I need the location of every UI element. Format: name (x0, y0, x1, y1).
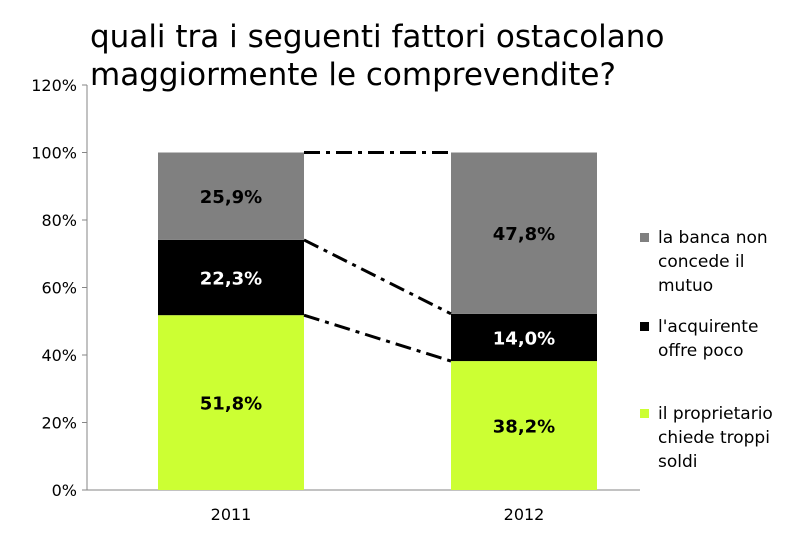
series-connector-line (303, 313, 452, 363)
data-label: 22,3% (200, 269, 262, 290)
x-tick-label: 2012 (504, 505, 545, 524)
bar-segment (158, 315, 304, 490)
y-tick-label: 120% (31, 76, 77, 95)
legend-label: soldi (658, 452, 698, 472)
y-tick-label: 0% (52, 481, 77, 500)
y-tick-label: 100% (31, 144, 77, 163)
legend-label: chiede troppi (658, 428, 770, 448)
data-label: 47,8% (493, 224, 555, 245)
data-label: 38,2% (493, 417, 555, 438)
bar-segment (158, 152, 304, 240)
legend-label: l'acquirente (658, 317, 758, 337)
data-label: 25,9% (200, 187, 262, 208)
legend-label: il proprietario (658, 404, 773, 424)
bar-segment (451, 313, 597, 362)
data-label: 51,8% (200, 394, 262, 415)
data-label: 14,0% (493, 328, 555, 349)
x-tick-label: 2011 (211, 505, 252, 524)
legend-label: mutuo (658, 276, 713, 296)
chart-title: quali tra i seguenti fattori ostacolano … (90, 19, 665, 93)
chart-connector-lines (303, 151, 452, 363)
legend-swatch (640, 409, 649, 418)
chart-bars (158, 152, 597, 490)
series-connector-line (303, 238, 452, 316)
legend-label: offre poco (658, 341, 744, 361)
bar-segment (451, 361, 597, 490)
chart-data-labels: 51,8% 22,3% 25,9% 38,2% 14,0% 47,8% (200, 187, 555, 437)
legend-swatch (640, 322, 649, 331)
chart-legend: la banca non concede il mutuo l'acquirente o… (640, 228, 773, 472)
y-tick-label: 60% (41, 279, 77, 298)
bar-segment (451, 152, 597, 314)
y-tick-label: 20% (41, 414, 77, 433)
y-tick-label: 80% (41, 211, 77, 230)
y-tick-label: 40% (41, 346, 77, 365)
legend-swatch (640, 233, 649, 242)
bar-segment (158, 239, 304, 316)
legend-label: la banca non (658, 228, 768, 248)
legend-label: concede il (658, 252, 744, 272)
